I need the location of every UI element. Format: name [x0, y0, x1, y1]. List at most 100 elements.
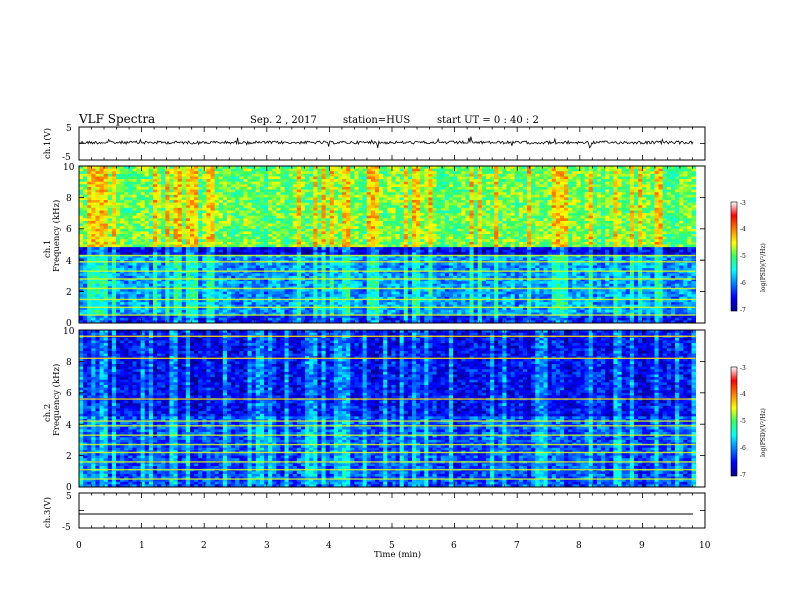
spectrogram-cell	[198, 247, 203, 251]
spectrogram-cell	[391, 257, 396, 261]
spectrogram-cell	[313, 215, 318, 219]
spectrogram-cell	[107, 171, 113, 175]
spectrogram-cell	[280, 270, 285, 274]
spectrogram-cell	[214, 296, 220, 300]
spectrogram-cell	[231, 173, 236, 177]
spectrogram-cell	[107, 268, 113, 272]
spectrogram-cell	[157, 166, 162, 170]
spectrogram-cell	[235, 244, 240, 248]
spectrogram-cell	[358, 231, 364, 235]
spectrogram-cell	[395, 218, 401, 222]
spectrogram-cell	[231, 315, 236, 319]
spectrogram-cell	[128, 234, 133, 238]
spectrogram-cell	[366, 189, 372, 193]
spectrogram-cell	[235, 189, 240, 193]
spectrogram-cell	[288, 262, 294, 266]
spectrogram-cell	[169, 202, 174, 206]
spectrogram-cell	[407, 252, 413, 256]
spectrogram-cell	[239, 179, 244, 183]
spectrogram-cell	[83, 241, 88, 245]
spectrogram-cell	[383, 302, 388, 306]
spectrogram-cell	[173, 181, 179, 185]
spectrogram-cell	[189, 294, 195, 298]
spectrogram-cell	[103, 275, 109, 279]
spectrogram-cell	[284, 249, 290, 253]
spectrogram-cell	[346, 307, 351, 311]
spectrogram-cell	[99, 181, 105, 185]
spectrogram-cell	[235, 320, 240, 324]
spectrogram-cell	[263, 176, 269, 180]
spectrogram-cell	[226, 213, 232, 217]
spectrogram-cell	[387, 179, 392, 183]
spectrogram-cell	[255, 247, 261, 251]
spectrogram-cell	[354, 189, 359, 193]
spectrogram-cell	[152, 268, 158, 272]
spectrogram-cell	[292, 254, 298, 258]
spectrogram-cell	[313, 291, 318, 295]
spectrogram-cell	[263, 173, 269, 177]
spectrogram-cell	[317, 281, 322, 285]
spectrogram-cell	[95, 317, 100, 321]
spectrogram-cell	[337, 275, 343, 279]
spectrogram-cell	[235, 315, 240, 319]
spectrogram-cell	[374, 173, 380, 177]
spectrogram-cell	[214, 205, 220, 209]
spectrogram-cell	[189, 254, 195, 258]
spectrogram-cell	[387, 194, 392, 198]
spectrogram-cell	[247, 197, 253, 201]
spectrogram-cell	[362, 228, 368, 232]
spectrogram-cell	[140, 176, 146, 180]
spectrogram-cell	[181, 179, 187, 183]
spectrogram-cell	[116, 236, 121, 240]
spectrogram-cell	[379, 294, 384, 298]
spectrogram-cell	[83, 194, 88, 198]
spectrogram-cell	[276, 278, 281, 282]
spectrogram-cell	[346, 247, 351, 251]
spectrogram-cell	[313, 218, 318, 222]
spectrogram-cell	[251, 226, 257, 230]
spectrogram-cell	[87, 317, 92, 321]
spectrogram-cell	[161, 249, 166, 253]
spectrogram-cell	[140, 171, 146, 175]
spectrogram-cell	[305, 270, 310, 274]
spectrogram-cell	[362, 247, 368, 251]
spectrogram-cell	[374, 202, 380, 206]
spectrogram-cell	[317, 194, 322, 198]
spectrogram-cell	[177, 283, 183, 287]
spectrogram-cell	[181, 197, 187, 201]
spectrogram-cell	[391, 288, 396, 292]
spectrogram-cell	[111, 210, 117, 214]
spectrogram-cell	[300, 294, 306, 298]
spectrogram-cell	[152, 317, 158, 321]
spectrogram-cell	[263, 265, 269, 269]
spectrogram-cell	[346, 270, 351, 274]
spectrogram-cell	[99, 194, 105, 198]
spectrogram-cell	[403, 234, 409, 238]
spectrogram-cell	[329, 234, 335, 238]
spectrogram-cell	[210, 268, 216, 272]
spectrogram-cell	[128, 226, 133, 230]
spectrogram-cell	[403, 181, 409, 185]
spectrogram-cell	[152, 283, 158, 287]
spectrogram-cell	[181, 262, 187, 266]
spectrogram-cell	[202, 257, 207, 261]
spectrogram-cell	[292, 234, 298, 238]
spectrogram-cell	[144, 179, 150, 183]
spectrogram-cell	[313, 236, 318, 240]
spectrogram-cell	[218, 304, 224, 308]
spectrogram-cell	[276, 171, 281, 175]
spectrogram-cell	[300, 320, 306, 324]
spectrogram-cell	[395, 200, 401, 204]
spectrogram-cell	[263, 223, 269, 227]
spectrogram-cell	[284, 265, 290, 269]
spectrogram-cell	[169, 291, 174, 295]
spectrogram-cell	[309, 215, 314, 219]
spectrogram-cell	[329, 189, 335, 193]
spectrogram-cell	[391, 304, 396, 308]
spectrogram-cell	[288, 197, 294, 201]
spectrogram-cell	[111, 194, 117, 198]
spectrogram-cell	[194, 278, 199, 282]
spectrogram-cell	[407, 312, 413, 316]
spectrogram-cell	[317, 176, 322, 180]
spectrogram-cell	[181, 226, 187, 230]
